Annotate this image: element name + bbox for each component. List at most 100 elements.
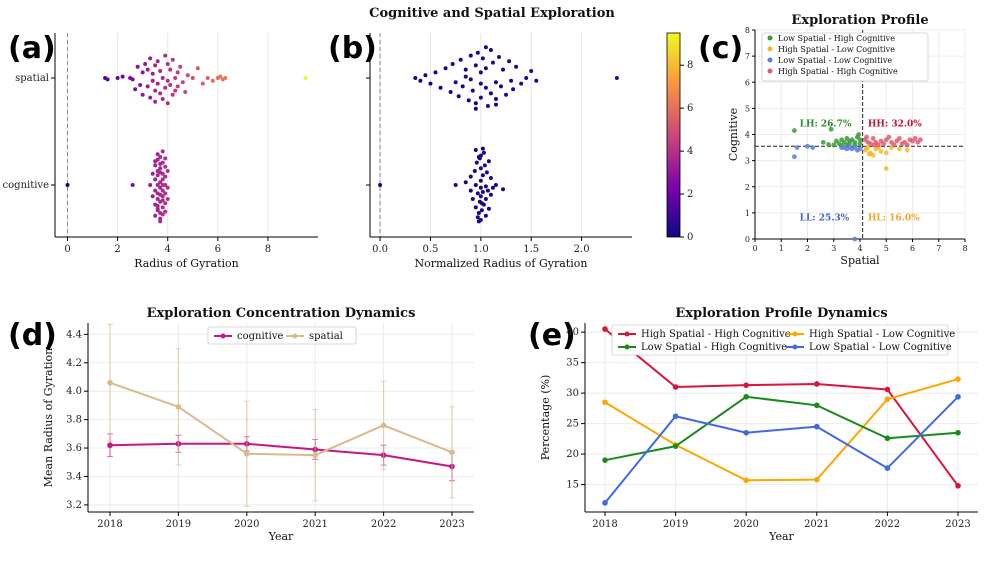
data-point-spatial: [501, 67, 506, 72]
data-point-spatial: [168, 67, 173, 72]
y-tick-label: 20: [566, 449, 579, 460]
data-point-spatial: [509, 78, 514, 83]
data-point-spatial: [148, 56, 153, 61]
x-tick-label: 2: [805, 244, 810, 253]
data-point-spatial: [493, 80, 498, 85]
data-point: [672, 443, 679, 449]
data-point-cognitive: [476, 211, 481, 215]
data-point: [602, 326, 608, 332]
legend: cognitive spatial: [207, 326, 357, 345]
data-point-cognitive: [153, 163, 158, 168]
data-point-spatial: [423, 73, 428, 78]
series-line: [604, 328, 959, 487]
x-tick-label: 2021: [302, 519, 327, 530]
data-point-cognitive: [480, 146, 485, 151]
data-point-cognitive: [153, 213, 158, 218]
x-tick-label: 2023: [439, 519, 464, 530]
data-point: [826, 142, 831, 147]
panel-label-c: (c): [698, 31, 743, 66]
y-tick-label: 2: [745, 183, 750, 192]
panel-label-a: (a): [8, 31, 56, 66]
data-point-cognitive: [483, 184, 488, 189]
data-point-cognitive: [65, 183, 70, 187]
x-tick-label: 2023: [945, 519, 970, 530]
legend-label: Low Spatial - Low Cognitive: [809, 342, 952, 353]
annotation: LH: 26.7%: [800, 120, 852, 130]
y-tick-label: 3.6: [66, 443, 82, 454]
data-point-spatial: [120, 74, 125, 79]
y-axis-label: Mean Radius of Gyration: [42, 348, 55, 487]
data-point-cognitive: [501, 187, 506, 192]
data-point-spatial: [158, 91, 163, 96]
x-tick-label: 8: [265, 244, 271, 255]
data-point: [672, 413, 679, 420]
x-tick-label: 2: [114, 244, 120, 255]
data-point: [791, 154, 797, 160]
data-point-cognitive: [158, 166, 163, 171]
data-point-cognitive: [480, 173, 485, 178]
data-point-spatial: [504, 92, 509, 97]
data-point: [917, 137, 923, 143]
data-point-spatial: [418, 78, 423, 83]
data-point-spatial: [163, 85, 168, 90]
data-point-spatial: [168, 83, 173, 87]
data-point: [866, 151, 872, 157]
data-point-spatial: [453, 80, 458, 85]
data-point: [883, 150, 889, 156]
data-point: [847, 141, 852, 147]
legend-marker: [767, 35, 773, 41]
data-point-spatial: [470, 88, 475, 93]
data-point-spatial: [514, 64, 519, 69]
data-point-spatial: [160, 76, 165, 80]
data-point-spatial: [148, 95, 153, 100]
x-tick-label: 2020: [234, 519, 259, 530]
y-tick-label: 7: [745, 52, 750, 61]
data-point: [886, 134, 892, 140]
data-point-spatial: [133, 87, 138, 92]
legend-marker: [767, 46, 773, 52]
data-point-spatial: [170, 57, 175, 62]
data-point-cognitive: [473, 205, 478, 210]
data-point-cognitive: [148, 183, 153, 187]
figure-title: Cognitive and Spatial Exploration: [369, 6, 615, 21]
data-point-cognitive: [483, 213, 488, 218]
data-point-spatial: [180, 80, 185, 85]
data-point-spatial: [173, 88, 178, 93]
data-point: [828, 126, 834, 132]
colorbar: 0 2 4 6 8: [666, 32, 693, 243]
data-point-spatial: [223, 76, 228, 80]
data-point-cognitive: [150, 171, 155, 176]
data-point-cognitive: [453, 183, 458, 187]
data-point-cognitive: [480, 190, 485, 194]
data-point: [814, 423, 820, 430]
data-point-spatial: [478, 95, 483, 100]
x-tick-label: 2022: [371, 519, 396, 530]
data-point: [891, 142, 897, 148]
data-point-spatial: [468, 77, 473, 82]
data-point-cognitive: [468, 174, 473, 179]
data-point-cognitive: [488, 176, 493, 180]
data-point: [805, 143, 810, 149]
data-point-spatial: [143, 62, 148, 66]
data-point-cognitive: [163, 191, 168, 196]
legend-marker: [792, 331, 798, 337]
data-point-spatial: [160, 97, 165, 101]
data-point-cognitive: [158, 170, 163, 175]
legend-box: [611, 324, 949, 356]
colorbar-tick-label: 6: [687, 103, 693, 114]
data-point-cognitive: [478, 178, 483, 183]
x-tick-label: 1.5: [523, 244, 539, 255]
data-point-cognitive: [158, 216, 163, 221]
y-axis-label: Cognitive: [727, 108, 740, 161]
data-point-cognitive: [473, 183, 478, 187]
data-point-spatial: [480, 56, 485, 61]
data-point-spatial: [150, 78, 155, 83]
data-point-spatial: [165, 62, 170, 66]
colorbar-tick-label: 8: [687, 60, 693, 71]
data-point: [870, 153, 876, 158]
data-point: [244, 450, 250, 457]
data-point-spatial: [493, 97, 498, 101]
data-point-spatial: [303, 76, 308, 80]
data-point-spatial: [438, 85, 443, 90]
data-point: [864, 134, 869, 140]
